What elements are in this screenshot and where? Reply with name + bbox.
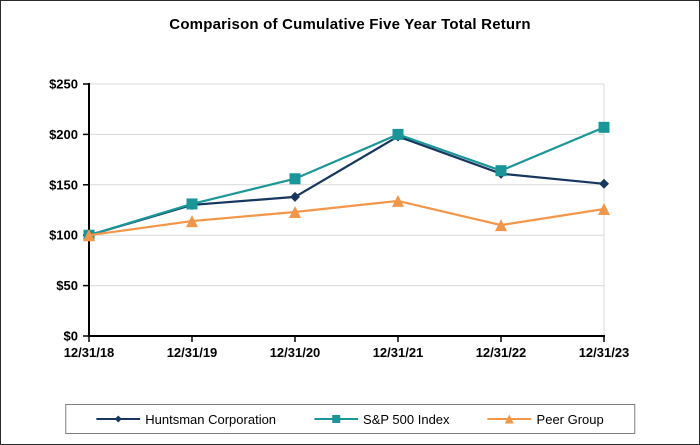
x-axis-tick-label: 12/31/22 <box>476 345 527 360</box>
data-point-triangle <box>289 206 301 219</box>
data-point-square <box>495 165 507 177</box>
data-point-square <box>598 121 610 133</box>
series-line-square <box>88 126 605 237</box>
chart-legend: Huntsman Corporation S&P 500 Index Peer … <box>65 404 635 434</box>
y-axis-tick-label: $150 <box>49 177 78 192</box>
data-point-triangle <box>392 194 404 207</box>
chart-title: Comparison of Cumulative Five Year Total… <box>169 16 531 33</box>
y-axis-tick-label: $100 <box>49 228 78 243</box>
legend-item-huntsman-corporation: Huntsman Corporation <box>96 412 276 427</box>
diamond-marker-icon <box>96 415 141 423</box>
series-line-triangle <box>88 199 605 237</box>
data-point-square <box>186 198 198 210</box>
legend-label: Peer Group <box>536 411 604 427</box>
square-marker-icon <box>314 415 359 423</box>
x-axis-tick-label: 12/31/19 <box>167 345 218 360</box>
legend-square-marker <box>332 415 341 423</box>
data-point-triangle <box>495 219 507 232</box>
x-axis-tick-label: 12/31/23 <box>579 345 630 360</box>
y-axis-tick-label: $50 <box>56 278 78 293</box>
triangle-marker-icon <box>487 414 532 424</box>
y-axis-tick-label: $0 <box>64 329 78 344</box>
y-axis-tick-label: $250 <box>49 77 78 92</box>
chart-plot-area: $0 $50 $100 $150 $200 $250 12/31/18 12/31/19 12/… <box>49 77 630 361</box>
legend-label: S&P 500 Index <box>363 411 450 427</box>
x-axis-tick-label: 12/31/21 <box>373 345 424 360</box>
y-axis-tick-label: $200 <box>49 127 78 142</box>
legend-item-peer-group: Peer Group <box>487 411 604 427</box>
data-point-diamond <box>290 191 300 202</box>
legend-diamond-marker <box>114 415 122 423</box>
data-point-triangle <box>83 229 95 242</box>
data-point-diamond <box>599 178 609 189</box>
data-point-square <box>289 173 301 185</box>
legend-triangle-marker <box>505 414 515 424</box>
x-axis-tick-label: 12/31/20 <box>270 345 321 360</box>
data-point-square <box>392 128 404 140</box>
legend-label: Huntsman Corporation <box>145 411 277 427</box>
x-axis-tick-label: 12/31/18 <box>64 345 115 360</box>
data-point-triangle <box>186 215 198 228</box>
legend-item-sp-500-index: S&P 500 Index <box>314 412 450 427</box>
data-point-triangle <box>598 202 610 215</box>
